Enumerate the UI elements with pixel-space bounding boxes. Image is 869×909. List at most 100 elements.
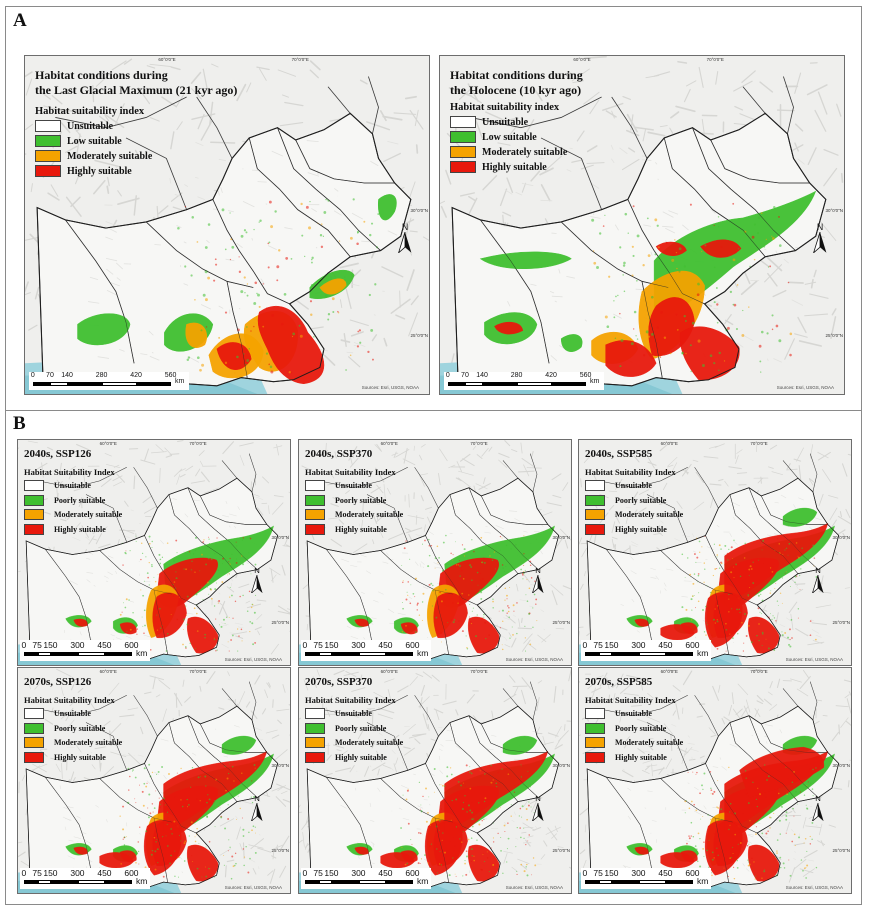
panel-title-line-2: the Holocene (10 kyr ago): [450, 83, 582, 97]
legend: Habitat Suitability Index Unsuitable Poorl…: [305, 467, 403, 538]
legend-swatch: [24, 708, 44, 719]
scale-tick-label: 560: [579, 372, 592, 379]
scale-tick-label: 420: [545, 372, 557, 379]
north-arrow-icon: N: [811, 794, 825, 824]
legend-label: Low suitable: [482, 131, 537, 143]
legend-swatch: [35, 120, 61, 132]
scale-tick-label: 600: [124, 640, 139, 650]
map-source: Sources: Esri, USGS, NOAA: [505, 657, 563, 662]
legend-item: Moderately suitable: [305, 509, 403, 520]
north-arrow-icon: N: [531, 566, 545, 596]
legend-item-high: Highly suitable: [450, 161, 567, 173]
legend-item: Moderately suitable: [24, 509, 122, 520]
scale-tick-label: 0: [302, 640, 308, 650]
scale-tick-label: 150: [324, 868, 339, 878]
north-arrow-icon: N: [250, 566, 264, 596]
section-a-label: A: [13, 10, 27, 31]
legend-item: Poorly suitable: [24, 494, 122, 506]
coord-label-side: 25°0'0"N: [552, 620, 570, 625]
panel-title: Habitat conditions during the Last Glaci…: [35, 68, 237, 98]
scale-tick-label: 300: [351, 640, 366, 650]
legend-swatch: [305, 722, 325, 734]
coord-label-top: 60°0'0"E: [99, 441, 117, 446]
legend-swatch: [35, 150, 61, 162]
scale-unit: km: [697, 647, 709, 658]
legend-swatch: [24, 722, 44, 734]
legend-item-unsuitable: Unsuitable: [35, 120, 152, 132]
map-panel-projection: 2040s, SSP370 Habitat Suitability Index Un…: [298, 439, 572, 666]
north-label: N: [815, 794, 821, 803]
legend: Habitat Suitability Index Unsuitable Poorl…: [24, 467, 122, 538]
map-canvas: [299, 668, 571, 893]
coord-label-top: 60°0'0"E: [380, 441, 398, 446]
map-canvas: [18, 668, 290, 893]
panel-title: 2040s, SSP370: [305, 448, 373, 460]
legend: Habitat Suitability Index Unsuitable Poorl…: [585, 695, 683, 766]
legend-label: Highly suitable: [615, 752, 667, 762]
legend-item: Unsuitable: [585, 708, 683, 719]
north-label: N: [535, 794, 541, 803]
scale-tick-label: 140: [61, 372, 73, 379]
scale-tick-label: 300: [631, 640, 646, 650]
legend-swatch: [585, 737, 605, 748]
scale-tick-label: 300: [351, 868, 366, 878]
legend: Habitat suitability index Unsuitable Low…: [450, 102, 567, 173]
legend-title: Habitat Suitability Index: [585, 695, 676, 705]
coord-label-top: 70°0'0"E: [750, 441, 768, 446]
scale-bar: 0 75 150 300 450 600 km: [20, 640, 150, 661]
legend-item-low: Low suitable: [35, 135, 152, 147]
scale-bar: 0 70 140 280 420 560 km: [444, 372, 604, 390]
panel-title: 2070s, SSP370: [305, 676, 373, 688]
coord-label-top: 70°0'0"E: [470, 669, 488, 674]
scale-tick-label: 280: [95, 372, 108, 379]
legend-swatch: [305, 737, 325, 748]
map-panel-lgm: Habitat conditions during the Last Glaci…: [24, 55, 430, 395]
scale-tick-label: 75: [313, 640, 323, 650]
coord-label-top: 60°0'0"E: [660, 441, 678, 446]
scale-tick-label: 450: [658, 868, 673, 878]
scale-unit: km: [136, 647, 148, 658]
legend-item-moderate: Moderately suitable: [35, 150, 152, 162]
scale-tick-label: 600: [405, 640, 420, 650]
scale-tick-label: 450: [658, 640, 673, 650]
legend-item: Highly suitable: [305, 523, 403, 535]
legend-label: Poorly suitable: [54, 495, 106, 505]
scale-tick-label: 450: [97, 640, 112, 650]
scale-tick-label: 150: [604, 640, 619, 650]
scale-tick-label: 600: [685, 640, 700, 650]
scale-tick-label: 300: [70, 868, 85, 878]
panel-title-line-1: Habitat conditions during: [450, 68, 583, 82]
coord-label-top: 60°0'0"E: [660, 669, 678, 674]
legend-label: Unsuitable: [54, 481, 91, 490]
legend-label: Unsuitable: [615, 481, 652, 490]
coord-label-side: 25°0'0"N: [825, 333, 843, 339]
map-panel-holocene: Habitat conditions during the Holocene (…: [439, 55, 845, 395]
scale-tick-label: 70: [46, 372, 54, 379]
north-label: N: [815, 566, 821, 575]
legend-label: Moderately suitable: [335, 738, 404, 747]
legend-label: Moderately suitable: [615, 510, 684, 519]
map-canvas: [579, 440, 851, 665]
legend-title: Habitat Suitability Index: [24, 467, 115, 477]
scale-bar: 0 75 150 300 450 600 km: [581, 868, 711, 889]
scale-tick-label: 75: [593, 640, 603, 650]
scale-tick-label: 0: [302, 868, 308, 878]
legend-item-moderate: Moderately suitable: [450, 146, 567, 158]
legend-title: Habitat Suitability Index: [305, 467, 396, 477]
panel-title-line-2: the Last Glacial Maximum (21 kyr ago): [35, 83, 238, 97]
legend-swatch: [24, 494, 44, 506]
map-panel-projection: 2070s, SSP126 Habitat Suitability Index Un…: [17, 667, 291, 894]
legend-label: Moderately suitable: [615, 738, 684, 747]
coord-label-side: 30°0'0"N: [825, 208, 843, 214]
legend-label: Highly suitable: [615, 524, 667, 534]
legend-swatch: [450, 116, 476, 128]
legend-title: Habitat Suitability Index: [24, 695, 115, 705]
legend-label: Highly suitable: [67, 165, 132, 177]
coord-label-side: 30°0'0"N: [410, 208, 428, 214]
coord-label-side: 30°0'0"N: [552, 762, 570, 768]
coord-label-top: 70°0'0"E: [291, 57, 309, 62]
north-arrow-icon: N: [811, 566, 825, 596]
north-label: N: [254, 794, 260, 803]
scale-tick-label: 75: [313, 868, 323, 878]
legend-label: Unsuitable: [335, 481, 372, 490]
